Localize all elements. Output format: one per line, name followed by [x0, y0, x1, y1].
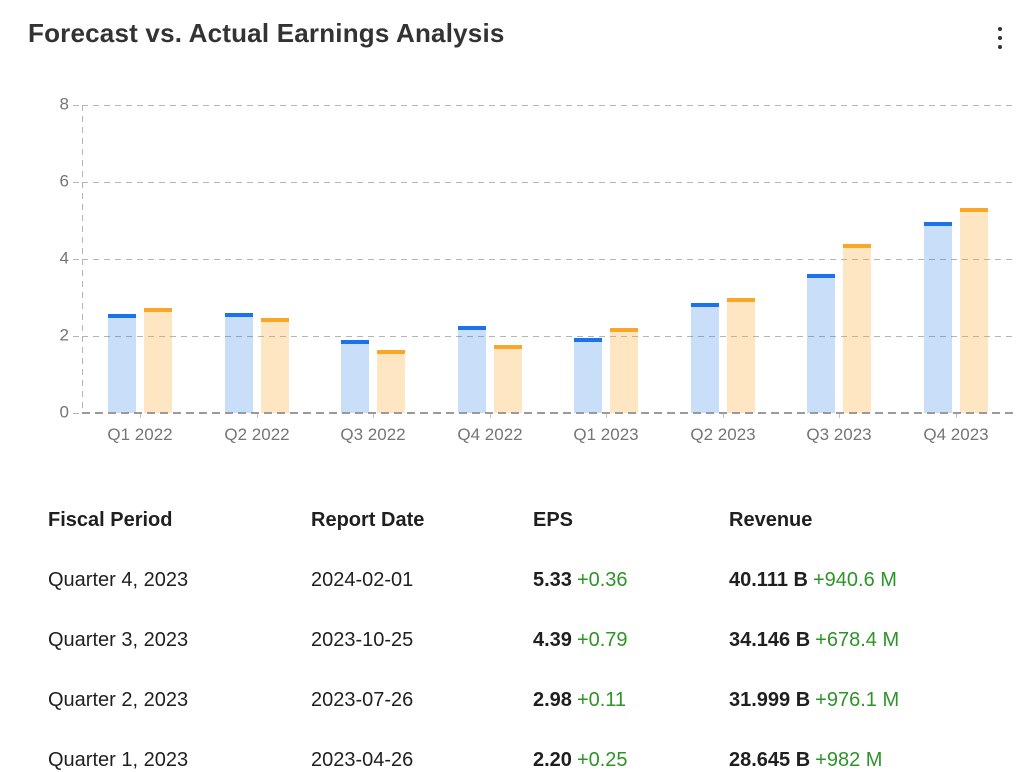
eps-value: 2.98: [533, 688, 572, 711]
revenue-value: 40.111 B: [729, 568, 808, 591]
bar-forecast-q4-2023[interactable]: [924, 222, 952, 413]
x-axis-label-q4-2022: Q4 2022: [457, 425, 523, 444]
y-axis-tick: [73, 413, 79, 414]
revenue-cell: 31.999 B +976.1 M: [729, 689, 1024, 712]
y-axis-tick: [73, 182, 79, 183]
eps-cell: 2.20 +0.25: [533, 749, 729, 772]
x-axis-label-q1-2023: Q1 2023: [573, 425, 639, 444]
bar-actual-q1-2023[interactable]: [610, 328, 638, 413]
revenue-cell: 40.111 B +940.6 M: [729, 569, 1024, 592]
page-title: Forecast vs. Actual Earnings Analysis: [28, 18, 505, 48]
x-axis-baseline: [82, 412, 1014, 414]
bar-forecast-q2-2022[interactable]: [225, 313, 253, 413]
report-date-cell: 2023-10-25: [311, 628, 414, 651]
eps-change: +0.25: [576, 748, 628, 771]
bar-actual-q2-2022[interactable]: [261, 318, 289, 413]
fiscal-period-cell: Quarter 1, 2023: [48, 748, 189, 771]
fiscal-period-cell: Quarter 4, 2023: [48, 568, 189, 591]
fiscal-period-cell: Quarter 2, 2023: [48, 688, 189, 711]
fiscal-period-cell: Quarter 3, 2023: [48, 628, 189, 651]
eps-change: +0.79: [576, 628, 628, 651]
bar-actual-q4-2023[interactable]: [960, 208, 988, 413]
revenue-change: +678.4 M: [815, 628, 900, 651]
bar-actual-q4-2022[interactable]: [494, 345, 522, 413]
report-date-cell: 2023-07-26: [311, 688, 414, 711]
y-axis-tick: [73, 259, 79, 260]
bar-actual-q2-2023[interactable]: [727, 298, 755, 413]
y-axis-label-0: 0: [59, 402, 69, 422]
x-axis-tick-q1-2022: [140, 413, 141, 418]
eps-cell: 2.98 +0.11: [533, 689, 729, 712]
bar-forecast-q3-2022[interactable]: [341, 340, 369, 413]
bar-actual-q3-2023[interactable]: [843, 244, 871, 413]
x-axis-tick-q3-2023: [839, 413, 840, 418]
eps-cell: 4.39 +0.79: [533, 629, 729, 652]
x-axis-label-q2-2022: Q2 2022: [224, 425, 290, 444]
revenue-cell: 28.645 B +982 M: [729, 749, 1024, 772]
title-bar: Forecast vs. Actual Earnings Analysis: [28, 18, 1010, 56]
eps-change: +0.11: [576, 688, 627, 711]
column-header-report-date: Report Date: [311, 508, 425, 531]
y-axis-tick: [73, 105, 79, 106]
bar-forecast-q2-2023[interactable]: [691, 303, 719, 413]
gridline-y6: [82, 182, 1014, 183]
x-axis-label-q4-2023: Q4 2023: [923, 425, 989, 444]
bar-actual-q1-2022[interactable]: [144, 308, 172, 413]
eps-change: +0.36: [576, 568, 628, 591]
bar-forecast-q1-2022[interactable]: [108, 314, 136, 413]
y-axis-label-6: 6: [59, 171, 69, 191]
bar-actual-q3-2022[interactable]: [377, 350, 405, 413]
kebab-dot: [998, 36, 1002, 40]
bar-forecast-q1-2023[interactable]: [574, 338, 602, 413]
revenue-change: +940.6 M: [812, 568, 897, 591]
revenue-change: +976.1 M: [815, 688, 900, 711]
gridline-y2: [82, 336, 1014, 337]
x-axis-tick-q3-2022: [373, 413, 374, 418]
revenue-cell: 34.146 B +678.4 M: [729, 629, 1024, 652]
report-date-cell: 2024-02-01: [311, 568, 414, 591]
x-axis-tick-q4-2023: [956, 413, 957, 418]
x-axis-label-q2-2023: Q2 2023: [690, 425, 756, 444]
kebab-dot: [998, 45, 1002, 49]
gridline-y8: [82, 105, 1014, 106]
x-axis-tick-q2-2022: [257, 413, 258, 418]
eps-cell: 5.33 +0.36: [533, 569, 729, 592]
revenue-value: 34.146 B: [729, 628, 811, 651]
x-axis-tick-q4-2022: [490, 413, 491, 418]
eps-chart-plot-area: 0 2 4 6 8 Q1 2022 Q2 2022 Q3 2022 Q4 2022 Q1 2023…: [60, 95, 1014, 444]
report-date-cell: 2023-04-26: [311, 748, 414, 771]
earnings-table: Fiscal Period Report Date EPS Revenue Qu…: [0, 490, 1024, 772]
kebab-dot: [998, 27, 1002, 31]
x-axis-label-q3-2023: Q3 2023: [806, 425, 872, 444]
y-axis-label-4: 4: [59, 248, 69, 268]
column-header-revenue: Revenue: [729, 508, 813, 531]
eps-value: 5.33: [533, 568, 572, 591]
x-axis-tick-q2-2023: [723, 413, 724, 418]
bar-forecast-q4-2022[interactable]: [458, 326, 486, 413]
x-axis-label-q3-2022: Q3 2022: [340, 425, 406, 444]
x-axis-tick-q1-2023: [606, 413, 607, 418]
column-header-eps: EPS: [533, 508, 574, 531]
x-axis-label-q1-2022: Q1 2022: [107, 425, 173, 444]
eps-value: 4.39: [533, 628, 572, 651]
y-axis-label-2: 2: [59, 325, 69, 345]
revenue-value: 31.999 B: [729, 688, 811, 711]
column-header-fiscal-period: Fiscal Period: [48, 508, 173, 531]
bar-forecast-q3-2023[interactable]: [807, 274, 835, 413]
y-axis-label-8: 8: [59, 94, 69, 114]
revenue-change: +982 M: [815, 748, 883, 771]
gridline-y4: [82, 259, 1014, 260]
eps-value: 2.20: [533, 748, 572, 771]
kebab-menu-icon[interactable]: [990, 20, 1010, 56]
y-axis-tick: [73, 336, 79, 337]
revenue-value: 28.645 B: [729, 748, 811, 771]
